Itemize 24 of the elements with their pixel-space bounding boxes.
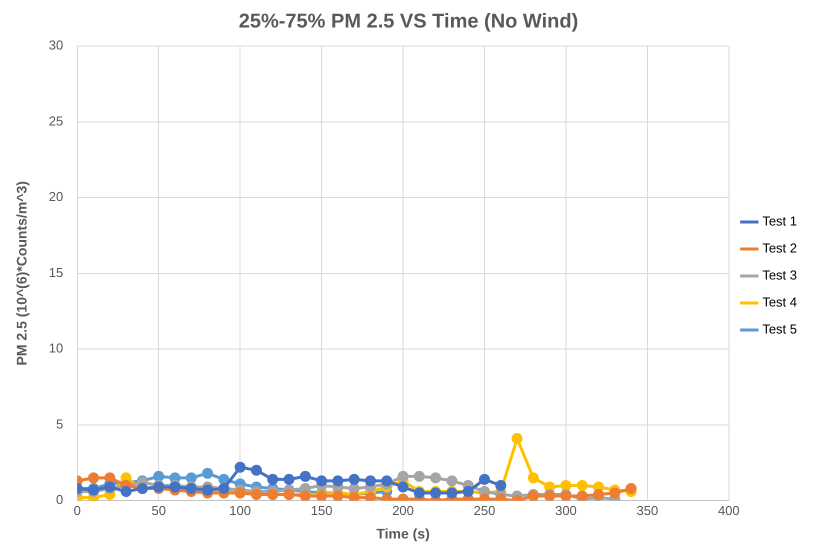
- y-tick-label: 10: [48, 340, 64, 356]
- legend-label: Test 3: [762, 268, 798, 283]
- y-tick-label: 0: [56, 492, 64, 508]
- legend-label: Test 1: [762, 214, 798, 229]
- y-tick-label: 20: [48, 189, 64, 204]
- x-tick-label: 150: [310, 502, 332, 518]
- y-tick-label: 30: [48, 38, 64, 53]
- y-axis-title: PM 2.5 (10^(6)*Counts/m^3): [13, 181, 30, 366]
- x-axis-title: Time (s): [376, 525, 430, 542]
- y-tick-label: 25: [48, 113, 64, 128]
- x-tick-label: 50: [151, 502, 166, 518]
- y-tick-label: 5: [56, 416, 64, 432]
- x-tick-label: 400: [718, 502, 740, 518]
- x-tick-label: 0: [74, 502, 81, 518]
- x-tick-label: 300: [555, 502, 577, 518]
- chart-title: 25%-75% PM 2.5 VS Time (No Wind): [238, 10, 578, 33]
- x-tick-label: 250: [474, 502, 496, 518]
- x-tick-label: 200: [392, 502, 414, 518]
- x-tick-label: 350: [636, 502, 658, 518]
- x-tick-label: 100: [229, 502, 251, 518]
- legend-label: Test 2: [762, 240, 798, 256]
- legend-label: Test 4: [762, 294, 798, 310]
- legend-label: Test 5: [762, 322, 798, 337]
- y-tick-label: 15: [48, 264, 64, 280]
